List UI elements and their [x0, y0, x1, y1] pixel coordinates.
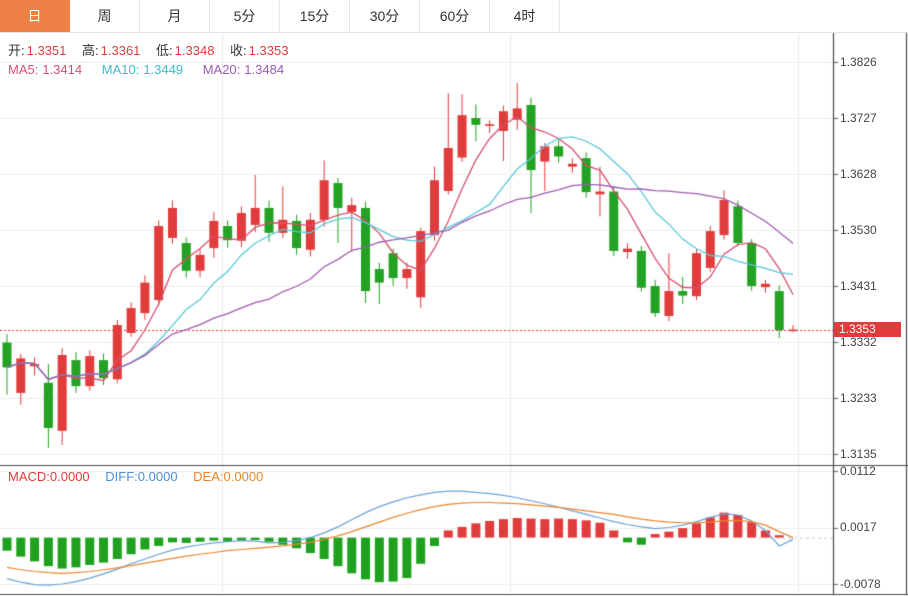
low-value: 1.3348 — [174, 43, 215, 58]
diff-label: DIFF: — [105, 469, 138, 484]
macd-axis-label: 0.0112 — [840, 464, 876, 478]
price-axis-label: 1.3628 — [840, 167, 877, 181]
price-axis-label: 1.3826 — [840, 55, 877, 69]
price-axis-label: 1.3332 — [840, 335, 877, 349]
high-value: 1.3361 — [100, 43, 141, 58]
price-axis-label: 1.3727 — [840, 111, 877, 125]
last-price-tag: 1.3353 — [834, 322, 901, 337]
price-axis-label: 1.3233 — [840, 391, 877, 405]
dea-value: 0.0000 — [223, 469, 264, 484]
macd-axis-label: 0.0017 — [840, 520, 877, 534]
macd-label: MACD: — [8, 469, 50, 484]
low-label: 低: — [156, 43, 173, 58]
ma5-label: MA5: — [8, 62, 39, 77]
ma20-label: MA20: — [202, 62, 241, 77]
ma-readout: MA5: 1.3414 MA10: 1.3449 MA20: 1.3484 — [8, 62, 288, 77]
close-label: 收: — [230, 43, 247, 58]
dea-label: DEA: — [193, 469, 224, 484]
ma10-label: MA10: — [101, 62, 140, 77]
ohlc-readout: 开: 1.3351 高: 1.3361 低: 1.3348 收: 1.3353 — [8, 40, 288, 59]
price-axis-label: 1.3135 — [840, 447, 877, 461]
ma5-value: 1.3414 — [42, 62, 83, 77]
ma10-value: 1.3449 — [143, 62, 184, 77]
price-axis-label: 1.3530 — [840, 223, 877, 237]
open-value: 1.3351 — [26, 43, 67, 58]
macd-value: 0.0000 — [49, 469, 90, 484]
price-axis-label: 1.3431 — [840, 279, 877, 293]
open-label: 开: — [8, 43, 25, 58]
ma20-value: 1.3484 — [244, 62, 285, 77]
macd-readout: MACD:0.0000 DIFF:0.0000 DEA:0.0000 — [8, 469, 263, 484]
macd-axis-label: -0.0078 — [840, 577, 881, 591]
close-value: 1.3353 — [248, 43, 289, 58]
high-label: 高: — [82, 43, 99, 58]
diff-value: 0.0000 — [137, 469, 178, 484]
